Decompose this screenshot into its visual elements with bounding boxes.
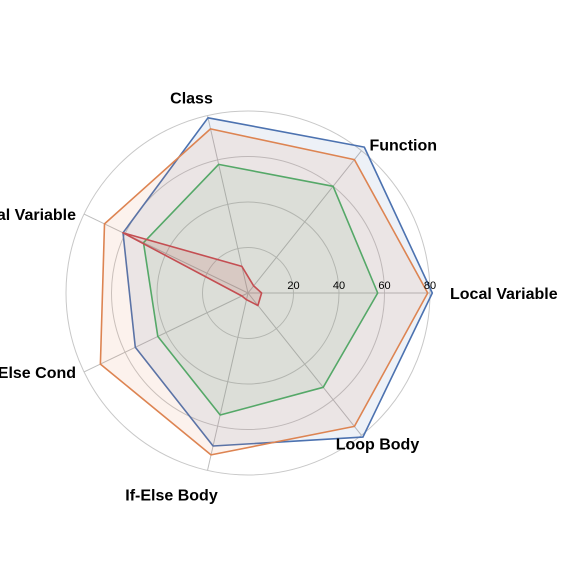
spoke-6 bbox=[247, 292, 362, 436]
axis-label-if-else-cond: If-Else Cond bbox=[0, 365, 76, 382]
tick-label-60: 60 bbox=[378, 280, 390, 292]
series-3-polygon bbox=[122, 232, 263, 307]
series-2-polygon bbox=[142, 163, 379, 416]
series-1-polygon bbox=[99, 128, 429, 456]
tick-label-80: 80 bbox=[424, 280, 436, 292]
spoke-4 bbox=[83, 292, 249, 373]
axis-label-if-else-body: If-Else Body bbox=[125, 487, 218, 504]
spoke-2 bbox=[207, 115, 249, 294]
series-0-polygon bbox=[122, 117, 434, 447]
radial-ticks: 20 40 60 80 bbox=[287, 280, 436, 292]
axis-label-function: Function bbox=[369, 138, 437, 155]
axis-label-loop-body: Loop Body bbox=[336, 436, 420, 453]
axis-labels: Local Variable Function Class Global Variab… bbox=[0, 91, 558, 505]
spoke-5 bbox=[207, 292, 249, 471]
radar-grid bbox=[65, 110, 431, 476]
tick-label-40: 40 bbox=[333, 280, 345, 292]
axis-label-class: Class bbox=[170, 91, 213, 108]
spoke-1 bbox=[247, 150, 362, 294]
radar-series bbox=[99, 117, 434, 456]
spoke-3 bbox=[83, 213, 249, 294]
tick-label-20: 20 bbox=[287, 280, 299, 292]
axis-label-local-variable: Local Variable bbox=[450, 286, 558, 303]
axis-label-global-variable: Global Variable bbox=[0, 207, 76, 224]
